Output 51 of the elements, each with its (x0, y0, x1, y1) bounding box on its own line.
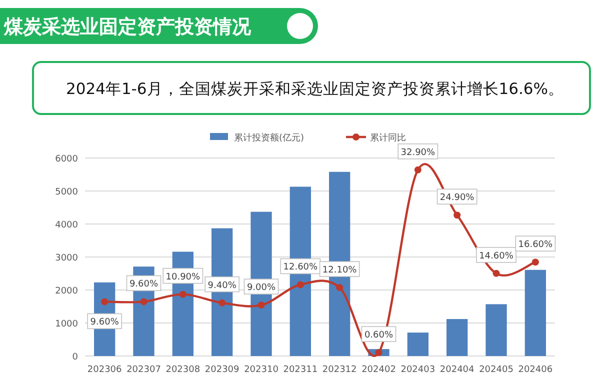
x-tick-label: 202307 (126, 365, 161, 375)
bar (407, 332, 428, 356)
x-tick-label: 202405 (479, 365, 514, 375)
data-label: 9.00% (246, 283, 276, 294)
point (532, 258, 539, 266)
point (179, 290, 186, 298)
point (296, 281, 304, 288)
data-label: 0.60% (364, 330, 394, 341)
point (101, 298, 108, 306)
point (454, 212, 461, 219)
x-tick-label: 202308 (166, 365, 200, 375)
data-label: 24.90% (440, 193, 475, 204)
data-label: 16.60% (518, 240, 554, 250)
y-tick-label: 1000 (55, 320, 78, 330)
x-tick-label: 202312 (322, 365, 357, 375)
data-label: 12.10% (322, 266, 358, 276)
data-label: 9.60% (90, 318, 120, 328)
data-label: 12.60% (283, 262, 318, 273)
y-tick-label: 5000 (55, 188, 78, 198)
data-label: 14.60% (479, 251, 514, 262)
x-tick-label: 202403 (400, 365, 436, 375)
legend-label: 累计投资额(亿元) (234, 132, 304, 144)
bar (486, 304, 507, 356)
x-tick-label: 202404 (440, 365, 475, 375)
x-tick-label: 202406 (518, 365, 553, 375)
point (218, 299, 226, 306)
bar (446, 319, 468, 356)
y-tick-label: 6000 (55, 154, 78, 164)
x-tick-label: 202309 (204, 365, 240, 375)
x-tick-label: 202310 (244, 365, 279, 375)
point (258, 302, 265, 309)
point (140, 298, 148, 306)
y-tick-label: 2000 (55, 286, 78, 296)
y-tick-label: 0 (72, 352, 78, 362)
point (336, 284, 344, 292)
data-label: 32.90% (400, 148, 436, 158)
data-label: 9.60% (129, 280, 158, 290)
y-tick-label: 4000 (55, 220, 78, 230)
data-label: 9.40% (208, 280, 237, 291)
legend-label: 累计同比 (370, 132, 406, 144)
chart-title: 煤炭采选业固定资产投资情况 (3, 16, 252, 38)
point (492, 270, 500, 277)
x-tick-label: 202402 (362, 365, 396, 375)
point (375, 349, 382, 356)
chart-subtitle: 2024年1-6月，全国煤炭开采和采选业固定资产投资累计增长16.6%。 (66, 80, 564, 98)
bar (524, 270, 546, 356)
point (414, 166, 422, 174)
x-tick-label: 202306 (87, 365, 122, 375)
data-label: 10.90% (166, 272, 201, 282)
y-tick-label: 3000 (55, 254, 78, 264)
x-tick-label: 202311 (283, 365, 318, 375)
